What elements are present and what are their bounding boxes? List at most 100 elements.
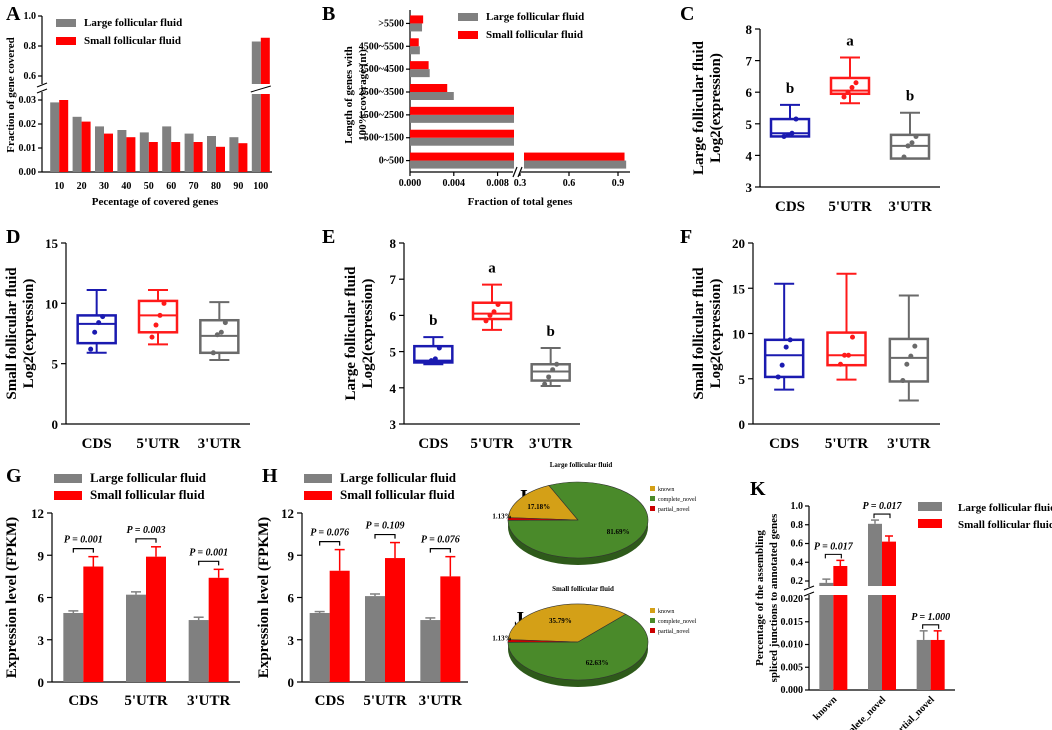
i-legend-swatch bbox=[650, 486, 655, 491]
c-y-tick-label: 8 bbox=[746, 22, 753, 37]
legend-swatch-large bbox=[56, 19, 76, 27]
d-box-1 bbox=[137, 289, 179, 346]
k-y-tick-label: 0.6 bbox=[791, 539, 804, 550]
h-y-tick-label: 9 bbox=[288, 548, 295, 563]
b-bar bbox=[410, 137, 514, 146]
j-pie-pct: 62.63% bbox=[586, 659, 609, 667]
a-bar bbox=[260, 37, 270, 172]
c-y-tick-label: 7 bbox=[746, 54, 753, 69]
b-y-axis-title: 100% coverage (nt) bbox=[357, 49, 369, 141]
c-point bbox=[793, 116, 799, 122]
k-x-tick-label: known bbox=[811, 694, 840, 723]
d-point bbox=[210, 350, 216, 356]
a-bar bbox=[148, 142, 158, 172]
c-sig-letter: b bbox=[786, 81, 794, 97]
a-x-tick-label: 60 bbox=[166, 181, 176, 192]
c-point bbox=[841, 94, 847, 100]
e-point bbox=[483, 318, 489, 324]
i-pie-pct: 1.13% bbox=[492, 513, 511, 521]
e-point bbox=[495, 302, 501, 308]
e-box-1 bbox=[471, 283, 513, 331]
h-sig-bracket bbox=[319, 541, 341, 546]
e-sig-letter: a bbox=[488, 261, 496, 277]
f-box-1 bbox=[826, 272, 867, 381]
g-bar bbox=[126, 594, 146, 682]
k-bar bbox=[819, 582, 834, 690]
d-point bbox=[88, 346, 94, 352]
f-point bbox=[850, 334, 855, 340]
j-pie-pct: 1.13% bbox=[492, 635, 511, 643]
a-bar bbox=[50, 102, 60, 172]
c-box-rect bbox=[829, 76, 871, 96]
k-y-break bbox=[803, 585, 815, 597]
a-bar bbox=[72, 116, 82, 172]
c-y-axis-title: Log2(expression) bbox=[708, 53, 724, 163]
a-bar bbox=[117, 130, 127, 172]
d-point bbox=[214, 332, 220, 338]
b-y-tick-label: >5500 bbox=[378, 18, 404, 29]
b-bar bbox=[410, 114, 514, 123]
d-y-axis-title: Small follicular fluid bbox=[4, 267, 20, 400]
c-point bbox=[849, 84, 855, 90]
g-p-value: P = 0.001 bbox=[64, 535, 103, 546]
g-x-tick-label: 3'UTR bbox=[187, 693, 231, 709]
b-bar bbox=[410, 23, 423, 32]
e-x-tick-label: 5'UTR bbox=[470, 436, 514, 452]
g-p-value: P = 0.001 bbox=[189, 547, 228, 558]
f-x-tick-label: CDS bbox=[769, 436, 799, 452]
b-x-tick-label: 0.9 bbox=[612, 178, 625, 189]
g-bar bbox=[83, 566, 104, 682]
k-y-break-slash bbox=[803, 585, 815, 591]
b-bar bbox=[410, 84, 448, 92]
i-pie-pct: 81.69% bbox=[607, 528, 630, 536]
e-y-tick-label: 5 bbox=[390, 345, 397, 360]
e-y-axis-title: Large follicular fluid bbox=[343, 266, 359, 401]
k-y-tick-label: 0.8 bbox=[791, 520, 804, 531]
a-y-tick-label: 0.8 bbox=[24, 41, 37, 52]
g-y-tick-label: 0 bbox=[38, 675, 45, 690]
panel-label-h: H bbox=[262, 465, 278, 487]
b-bar bbox=[410, 129, 514, 138]
a-y-break-gap bbox=[36, 84, 48, 92]
a-x-tick-label: 40 bbox=[121, 181, 131, 192]
a-bar bbox=[171, 142, 181, 172]
f-point bbox=[775, 374, 781, 380]
b-bar bbox=[410, 61, 429, 70]
k-y-tick-label: 0.015 bbox=[781, 617, 804, 628]
k-y-tick-label: 0.4 bbox=[791, 557, 804, 568]
d-point bbox=[218, 329, 224, 335]
d-y-tick-label: 5 bbox=[52, 357, 59, 372]
d-point bbox=[161, 300, 167, 306]
a-bar bbox=[139, 132, 149, 172]
i-legend-swatch bbox=[650, 496, 655, 501]
j-legend-label: known bbox=[658, 609, 674, 615]
g-bar bbox=[63, 612, 84, 682]
f-y-tick-label: 15 bbox=[732, 281, 746, 296]
k-bar bbox=[916, 639, 931, 690]
c-box-rect bbox=[769, 117, 811, 138]
e-box-2 bbox=[530, 346, 571, 387]
k-y-tick-label: 0.2 bbox=[791, 576, 804, 587]
g-x-tick-label: 5'UTR bbox=[124, 693, 168, 709]
d-point bbox=[157, 312, 163, 318]
g-sig-bracket bbox=[72, 548, 94, 553]
j-legend-label: partial_novel bbox=[658, 629, 690, 635]
j-pie-slice-partial_novel bbox=[507, 639, 579, 643]
c-sig-letter: b bbox=[906, 89, 914, 105]
e-point bbox=[542, 381, 548, 387]
c-point bbox=[781, 133, 787, 139]
e-y-axis-title: Log2(expression) bbox=[360, 279, 376, 389]
a-bar bbox=[251, 41, 261, 172]
k-x-tick-label: partial_novel bbox=[889, 694, 937, 730]
legend-swatch-small bbox=[56, 37, 76, 45]
legend-label-small: Small follicular fluid bbox=[486, 29, 583, 41]
d-point bbox=[100, 314, 106, 320]
b-bar bbox=[524, 152, 625, 161]
h-bar bbox=[420, 620, 441, 682]
h-p-value: P = 0.076 bbox=[421, 535, 460, 546]
panel-label-b: B bbox=[322, 3, 335, 25]
k-sig-bracket bbox=[824, 553, 842, 559]
f-point bbox=[900, 378, 906, 384]
panel-label-d: D bbox=[6, 226, 20, 248]
